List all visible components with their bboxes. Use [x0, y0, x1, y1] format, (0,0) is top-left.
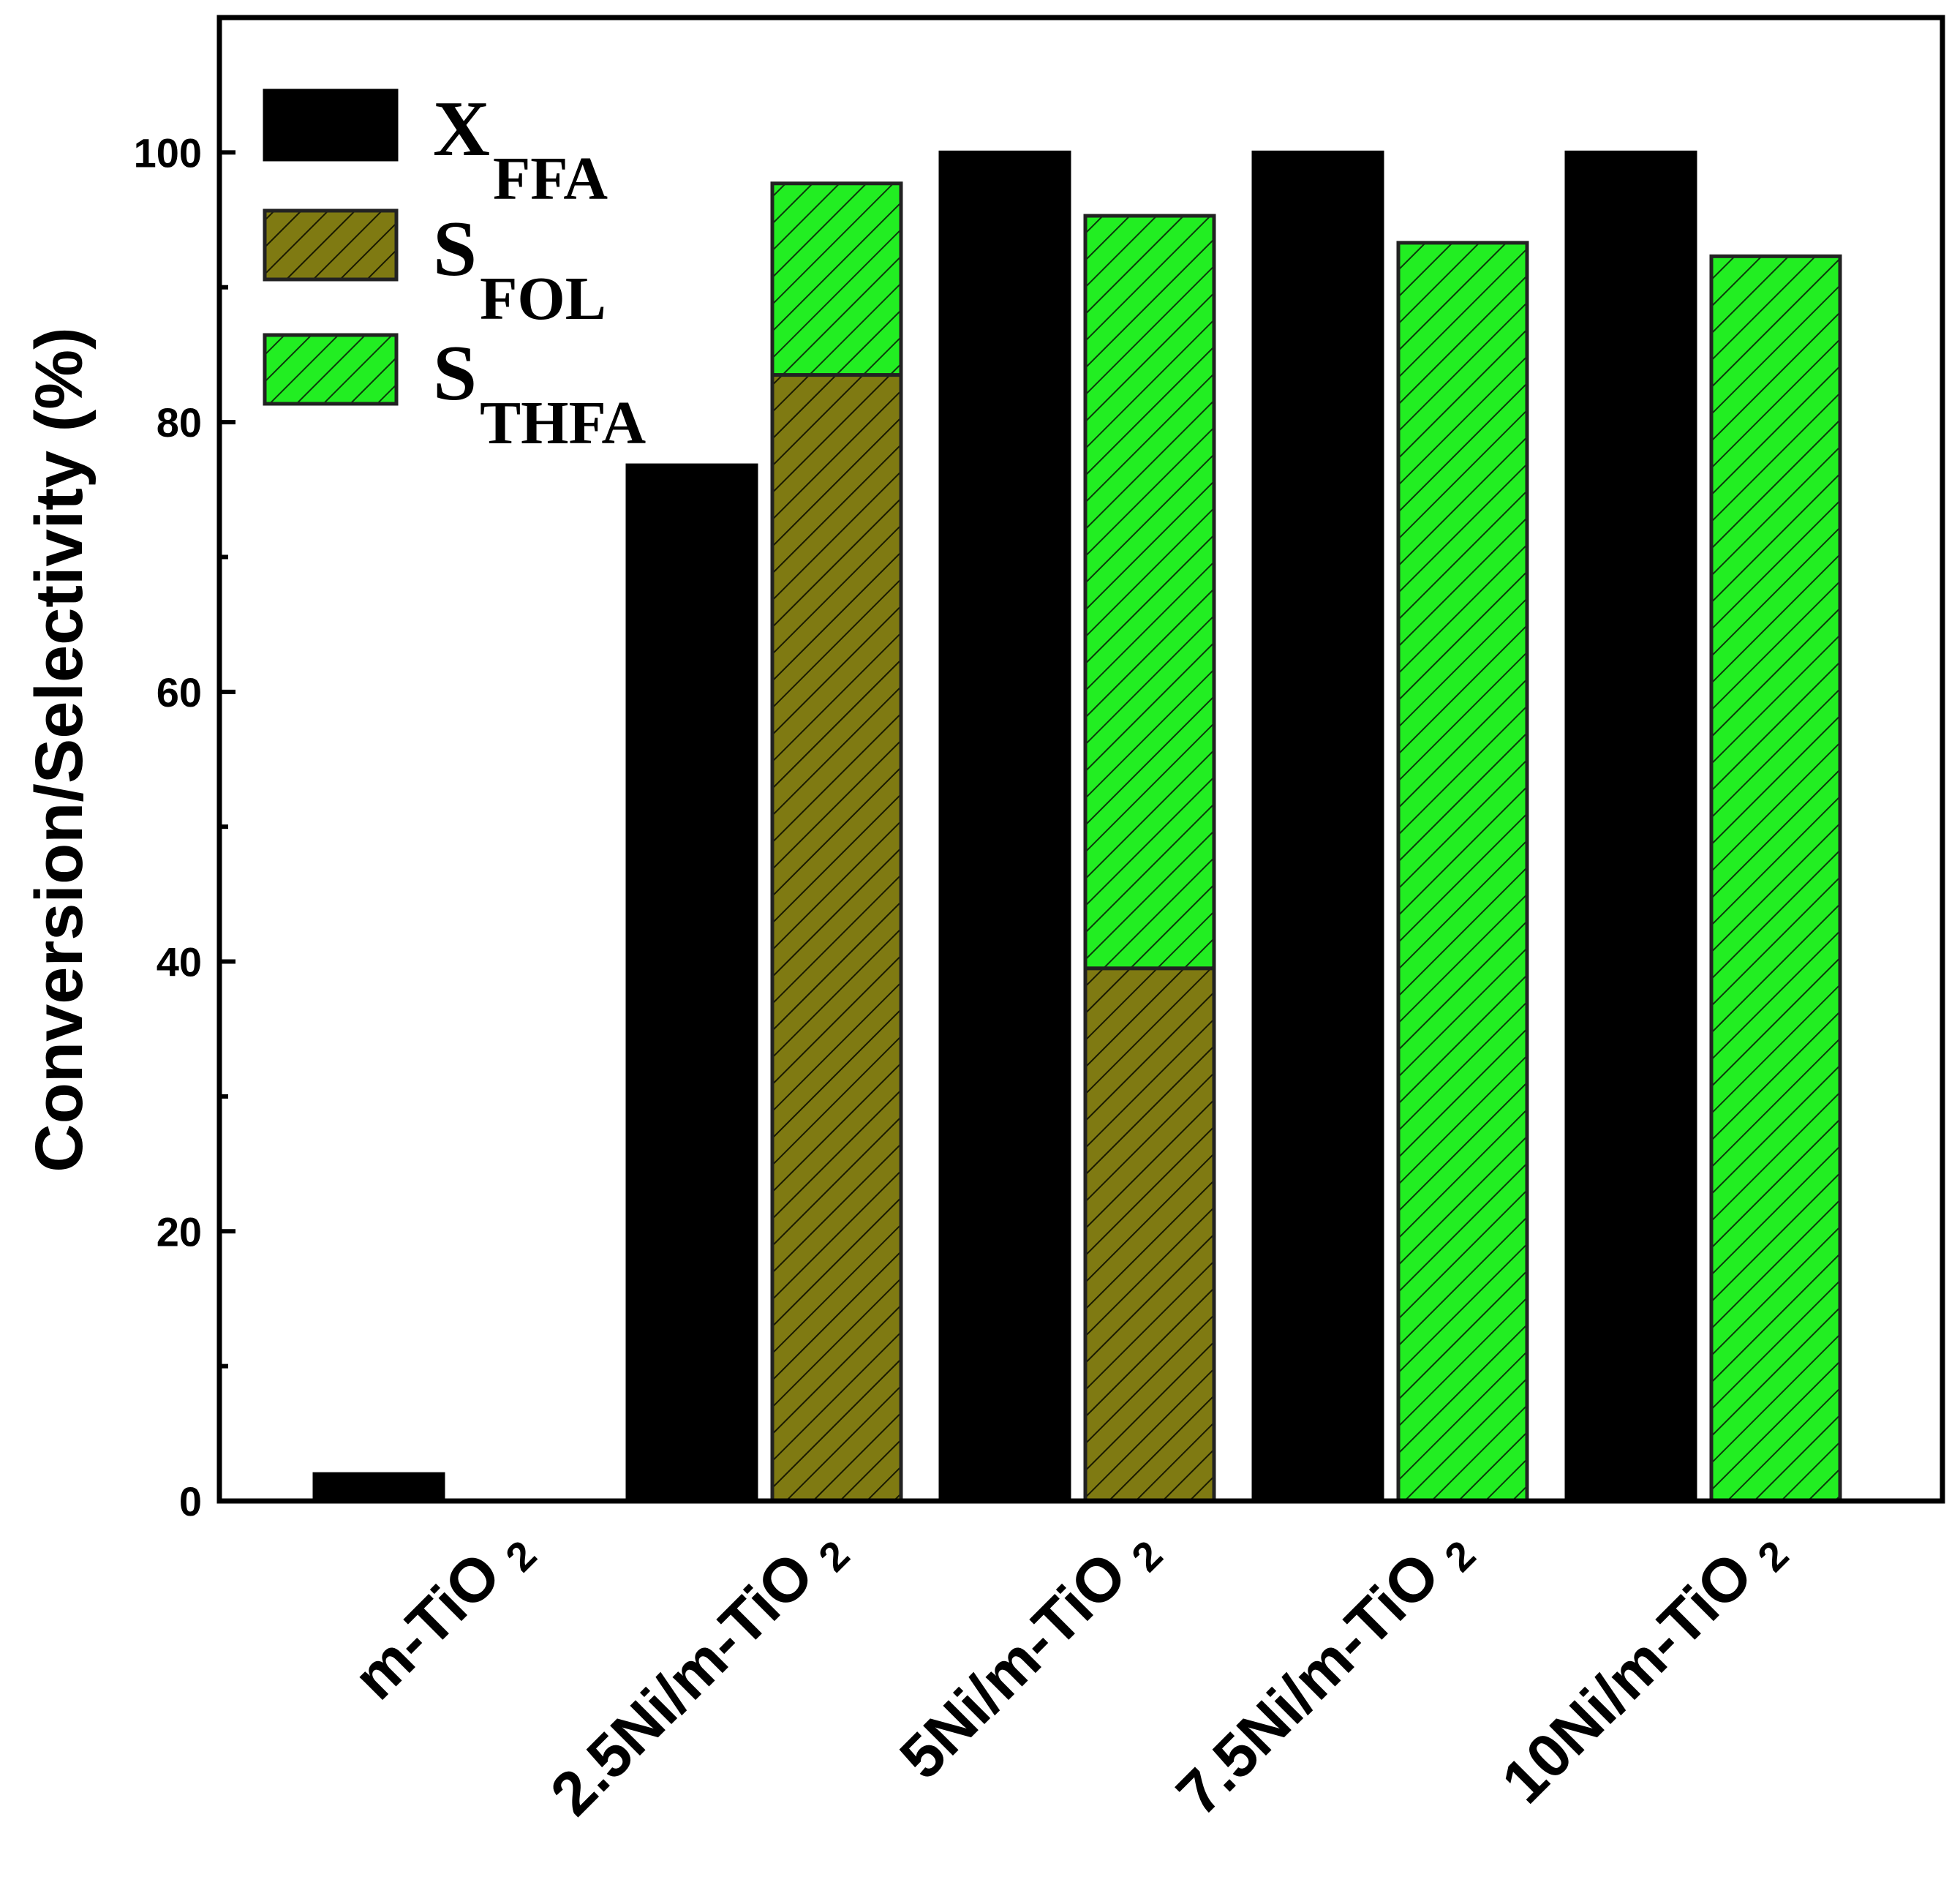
x-tick-label-sub: 2 — [1123, 1532, 1172, 1581]
x-tick-label: 7.5Ni/m-TiO2 — [1164, 1511, 1485, 1832]
bar-x-ffa-4 — [1564, 150, 1697, 1503]
bar-x-ffa-2 — [938, 150, 1071, 1503]
bar-s-thfa-4 — [1709, 254, 1842, 1503]
x-tick-label-main: 5Ni/m-TiO — [886, 1539, 1139, 1792]
x-tick-label: m-TiO2 — [340, 1511, 545, 1716]
bar-s-fol-1 — [770, 373, 903, 1503]
bar-x-ffa-1 — [625, 463, 758, 1503]
x-tick-label-sub: 2 — [810, 1532, 859, 1581]
y-tick-label: 80 — [157, 399, 202, 445]
legend-swatch-fol — [263, 208, 399, 282]
x-tick-label: 2.5Ni/m-TiO2 — [538, 1511, 859, 1832]
x-tick-label-main: 2.5Ni/m-TiO — [538, 1539, 826, 1828]
y-tick-label: 60 — [157, 669, 202, 715]
bar-s-thfa-3 — [1396, 241, 1529, 1503]
legend-label-thfa: STHFA — [433, 330, 647, 457]
x-tick-label-sub: 2 — [497, 1532, 546, 1581]
bar-s-fol-2 — [1083, 966, 1216, 1503]
x-tick-label: 5Ni/m-TiO2 — [886, 1511, 1171, 1796]
x-tick-label-main: m-TiO — [340, 1539, 513, 1712]
x-tick-label-main: 7.5Ni/m-TiO — [1164, 1539, 1452, 1828]
x-tick-label-sub: 2 — [1436, 1532, 1485, 1581]
bar-s-thfa-1 — [770, 181, 903, 377]
bar-x-ffa-3 — [1251, 150, 1384, 1503]
bar-x-ffa-0 — [312, 1472, 445, 1503]
legend-swatch-thfa — [263, 333, 399, 406]
bar-s-thfa-2 — [1083, 214, 1216, 971]
x-tick-label: 10Ni/m-TiO2 — [1488, 1511, 1797, 1820]
y-tick-label: 20 — [157, 1208, 202, 1254]
y-axis-title: Conversion/Selectivity (%) — [22, 327, 97, 1172]
x-tick-label-main: 10Ni/m-TiO — [1488, 1539, 1765, 1816]
plot-frame — [216, 15, 1945, 1504]
legend-swatch-ffa — [263, 89, 399, 162]
legend-label-fol: SFOL — [433, 206, 606, 333]
y-tick-label: 40 — [157, 939, 202, 985]
x-tick-label-sub: 2 — [1749, 1532, 1798, 1581]
y-tick-label: 0 — [179, 1478, 202, 1524]
legend-label-ffa: XFFA — [433, 86, 608, 213]
y-tick-label: 100 — [134, 129, 202, 176]
